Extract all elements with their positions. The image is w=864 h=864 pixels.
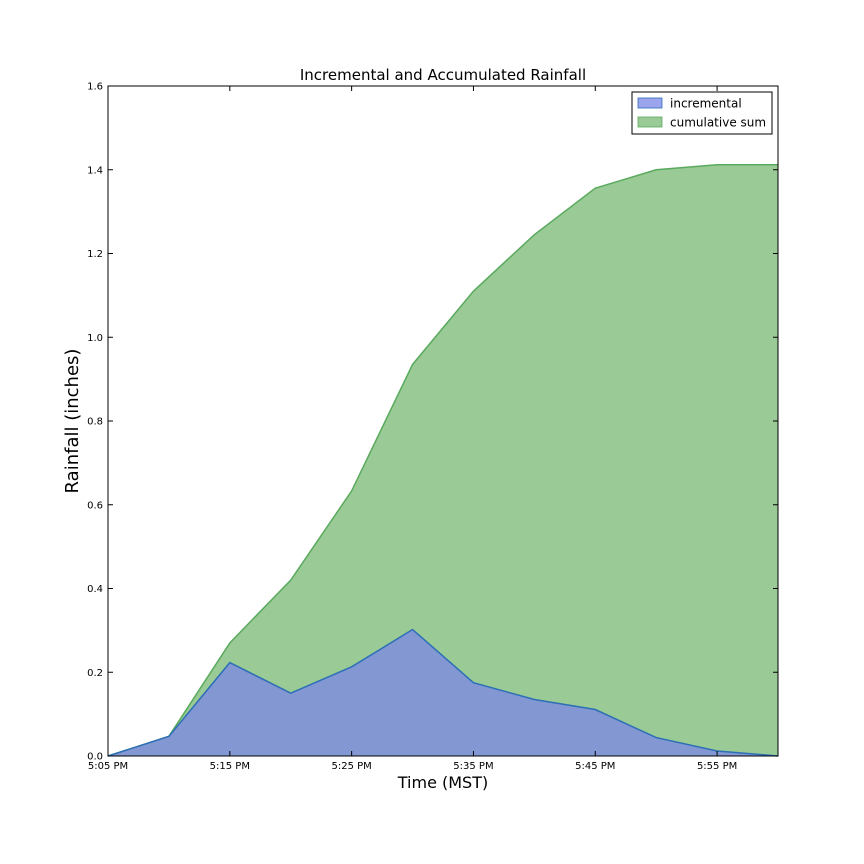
x-tick-label: 5:05 PM	[88, 761, 128, 772]
line-incremental	[107, 628, 779, 757]
chart-title: Incremental and Accumulated Rainfall	[300, 66, 586, 84]
x-tick-label: 5:55 PM	[697, 761, 737, 772]
legend-label-cumulative-sum: cumulative sum	[670, 116, 766, 130]
legend-swatch-incremental	[637, 97, 663, 109]
y-tick-label: 0.6	[87, 500, 103, 511]
area-cumulative-sum	[108, 164, 778, 757]
y-tick-label: 0.0	[87, 752, 103, 763]
x-tick-label: 5:25 PM	[331, 761, 371, 772]
y-tick-label: 0.8	[87, 417, 103, 428]
plot-areas	[107, 163, 779, 757]
y-axis-label: Rainfall (inches)	[62, 349, 83, 494]
axis-ticks: 0.0 0.2 0.4 0.6 0.8 1.0 1.2 1.4 1.6 5:05 PM 5:15 P…	[87, 82, 778, 772]
y-tick-label: 0.4	[87, 584, 103, 595]
legend: incremental cumulative sum	[631, 91, 773, 135]
legend-swatch-cumulative-sum	[637, 116, 663, 128]
x-tick-label: 5:45 PM	[575, 761, 615, 772]
x-tick-label: 5:15 PM	[210, 761, 250, 772]
y-tick-label: 1.0	[87, 333, 103, 344]
line-cumulative-sum	[107, 163, 778, 757]
y-tick-label: 1.6	[87, 82, 103, 93]
x-tick-label: 5:35 PM	[453, 761, 493, 772]
y-tick-label: 1.2	[87, 249, 103, 260]
area-incremental	[108, 629, 778, 756]
y-tick-label: 0.2	[87, 668, 103, 679]
y-tick-label: 1.4	[87, 165, 103, 176]
legend-label-incremental: incremental	[670, 97, 742, 111]
x-axis-label: Time (MST)	[397, 773, 488, 792]
